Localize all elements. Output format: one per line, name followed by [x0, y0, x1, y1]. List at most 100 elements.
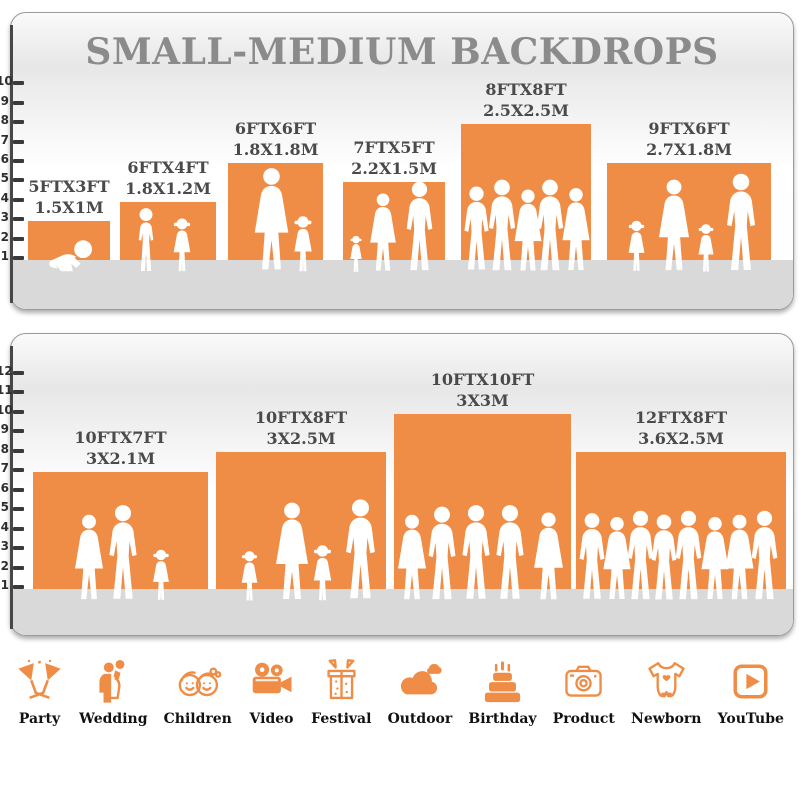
people-silhouette	[628, 173, 755, 272]
festival-icon	[327, 659, 356, 700]
category-product: Product	[553, 658, 615, 727]
axis-tick	[13, 100, 24, 105]
axis-tick	[13, 429, 24, 433]
category-label: Newborn	[631, 711, 702, 727]
page-title: SMALL-MEDIUM BACKDROPS	[85, 31, 719, 73]
size-m: 1.5X1M	[34, 197, 104, 217]
size-m: 2.7X1.8M	[646, 139, 732, 159]
category-label: Children	[163, 711, 232, 727]
people-silhouette	[254, 168, 312, 272]
category-outdoor: Outdoor	[387, 658, 453, 727]
floor-strip	[11, 589, 793, 635]
people-silhouette	[74, 505, 169, 600]
category-wedding: Wedding	[79, 658, 148, 727]
backdrop-bar-8x8: 8FTX8FT 2.5X2.5M	[461, 80, 591, 271]
size-ft: 10FTX7FT	[74, 428, 167, 448]
y-axis-line	[10, 25, 13, 303]
axis-tick-label: 3	[0, 210, 9, 225]
axis-tick-label: 3	[0, 539, 9, 553]
axis-tick-label: 9	[0, 93, 9, 108]
axis-tick-label: 4	[0, 519, 9, 534]
axis-tick-label: 2	[0, 558, 9, 573]
people-silhouette	[397, 505, 563, 600]
axis-tick-label: 6	[0, 152, 9, 166]
axis-tick	[13, 120, 24, 125]
youtube-icon	[733, 664, 768, 699]
category-children: Children	[164, 658, 232, 727]
category-label: YouTube	[717, 711, 784, 727]
backdrop-bar-5x3: 5FTX3FT 1.5X1M	[28, 177, 110, 272]
backdrop-bar-7x5: 7FTX5FT 2.2X1.5M	[343, 138, 445, 272]
axis-tick	[13, 178, 24, 183]
backdrop-size-label: 10FTX10FT 3X3M	[431, 370, 534, 414]
panel-small-backdrops: SMALL-MEDIUM BACKDROPS 1 2 3 4 5 6 7 8 9 10 5FTX3…	[0, 12, 794, 310]
children-icon	[178, 667, 222, 697]
axis-tick	[13, 546, 24, 550]
category-newborn: Newborn	[631, 658, 701, 727]
birthday-icon	[484, 661, 521, 703]
axis-tick-label: 7	[0, 132, 9, 147]
backdrop-size-label: 6FTX4FT 1.8X1.2M	[125, 158, 211, 202]
axis-tick-label: 8	[0, 113, 9, 128]
axis-tick-label: 11	[0, 383, 13, 397]
people-silhouette	[464, 179, 590, 271]
axis-tick	[13, 159, 24, 163]
backdrop-bar-12x8: 12FTX8FT 3.6X2.5M	[576, 408, 786, 600]
axis-tick-label: 5	[0, 500, 9, 514]
size-ft: 9FTX6FT	[648, 119, 730, 139]
people-silhouette	[138, 208, 191, 272]
backdrop-size-label: 12FTX8FT 3.6X2.5M	[635, 408, 727, 452]
product-icon	[565, 665, 603, 697]
size-m: 3X3M	[456, 390, 509, 410]
party-icon	[18, 659, 61, 699]
category-youtube: YouTube	[718, 658, 784, 727]
backdrop-bar-6x4: 6FTX4FT 1.8X1.2M	[120, 158, 216, 272]
axis-tick	[13, 256, 24, 260]
axis-tick	[13, 81, 24, 86]
axis-tick-label: 1	[0, 249, 9, 263]
axis-tick	[13, 526, 24, 531]
axis-tick	[13, 585, 24, 589]
axis-tick	[13, 468, 24, 472]
axis-tick	[13, 217, 24, 222]
size-m: 3X2.1M	[85, 448, 156, 468]
category-birthday: Birthday	[468, 658, 537, 727]
video-icon	[252, 662, 292, 694]
category-festival: Festival	[311, 658, 371, 727]
axis-tick	[13, 370, 24, 375]
size-ft: 6FTX6FT	[234, 119, 317, 139]
size-m: 3.6X2.5M	[638, 428, 724, 448]
people-silhouette	[241, 499, 375, 601]
size-ft: 6FTX4FT	[127, 158, 209, 178]
category-label: Product	[552, 711, 615, 727]
newborn-icon	[648, 662, 685, 698]
y-axis-line	[10, 346, 13, 629]
axis-tick	[13, 448, 24, 453]
axis-tick-label: 8	[0, 441, 9, 456]
backdrop-bar-10x7: 10FTX7FT 3X2.1M	[33, 428, 208, 600]
axis-tick-label: 1	[0, 578, 9, 592]
backdrop-bar-10x10: 10FTX10FT 3X3M	[394, 370, 571, 600]
axis-tick	[13, 507, 24, 511]
category-label: Outdoor	[387, 711, 453, 727]
axis-tick-label: 2	[0, 229, 9, 244]
size-ft: 5FTX3FT	[28, 177, 110, 197]
axis-tick-label: 10	[0, 74, 13, 89]
size-m: 2.2X1.5M	[351, 158, 437, 178]
axis-tick	[13, 390, 24, 394]
axis-tick	[13, 487, 24, 492]
backdrop-size-label: 6FTX6FT 1.8X1.8M	[233, 119, 319, 163]
backdrop-bar-6x6: 6FTX6FT 1.8X1.8M	[228, 119, 323, 272]
category-row: Party Wedding	[0, 658, 800, 727]
category-label: Video	[249, 711, 294, 727]
axis-tick-label: 7	[0, 461, 9, 475]
backdrop-size-label: 10FTX7FT 3X2.1M	[74, 428, 166, 472]
wedding-icon	[99, 659, 125, 703]
people-silhouette	[579, 510, 778, 600]
axis-tick	[13, 197, 24, 202]
size-ft: 7FTX5FT	[353, 138, 435, 158]
category-video: Video	[248, 658, 295, 727]
size-m: 2.5X2.5M	[483, 100, 569, 120]
panel-medium-backdrops: 1 2 3 4 5 6 7 8 9 10 11 12 10FTX7FT 3X2.1M 10FTX8FT…	[0, 333, 794, 636]
